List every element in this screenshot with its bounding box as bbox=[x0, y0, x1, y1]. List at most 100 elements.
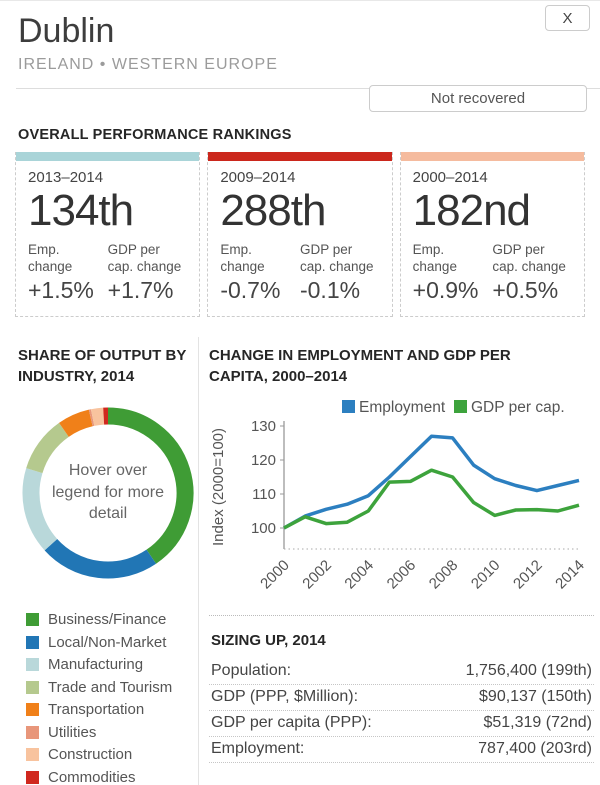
sizing-row-value: $51,319 (72nd) bbox=[483, 713, 592, 731]
x-tick-label: 2008 bbox=[426, 556, 462, 592]
emp-change-value: +0.9% bbox=[412, 276, 479, 303]
x-tick-label: 2006 bbox=[384, 556, 420, 592]
sizing-row-value: 1,756,400 (199th) bbox=[465, 661, 592, 679]
legend-label: Local/Non-Market bbox=[48, 633, 167, 651]
close-button[interactable]: X bbox=[545, 5, 590, 31]
card-period: 2013–2014 bbox=[28, 169, 104, 187]
donut-segment-4[interactable] bbox=[59, 409, 93, 437]
donut-segment-2[interactable] bbox=[22, 467, 58, 550]
sizing-row-label: Population: bbox=[211, 661, 292, 679]
industry-legend: Business/Finance Local/Non-Market Manufact… bbox=[26, 609, 198, 785]
card-period: 2009–2014 bbox=[220, 169, 296, 187]
industry-heading: SHARE OF OUTPUT BY INDUSTRY, 2014 bbox=[18, 346, 187, 385]
industry-column: SHARE OF OUTPUT BY INDUSTRY, 2014 Hover … bbox=[0, 337, 198, 785]
x-tick-label: 2014 bbox=[552, 556, 588, 592]
gdp-change-value: +1.7% bbox=[107, 276, 174, 303]
gdp-change-label: GDP per cap. change bbox=[492, 241, 566, 275]
legend-item-0[interactable]: Business/Finance bbox=[26, 609, 198, 632]
recovery-status-button[interactable]: Not recovered bbox=[369, 85, 587, 113]
donut-segment-0[interactable] bbox=[107, 407, 194, 564]
donut-segment-6[interactable] bbox=[90, 407, 105, 426]
legend-label: Commodities bbox=[48, 768, 136, 785]
donut-center-note: Hover over legend for more detail bbox=[51, 462, 165, 523]
y-axis-label: Index (2000=100) bbox=[210, 428, 227, 546]
legend-label: Manufacturing bbox=[48, 656, 144, 674]
y-tick-label: 130 bbox=[251, 418, 276, 435]
legend-item-1[interactable]: Local/Non-Market bbox=[26, 631, 198, 654]
legend-swatch-icon bbox=[26, 770, 39, 784]
legend-item-5[interactable]: Utilities bbox=[26, 721, 198, 744]
legend-item-7[interactable]: Commodities bbox=[26, 766, 198, 785]
legend-swatch-icon bbox=[26, 703, 39, 717]
card-color-bar bbox=[400, 152, 584, 162]
sizing-row-population: Population: 1,756,400 (199th) bbox=[209, 659, 594, 685]
y-tick-label: 120 bbox=[251, 452, 276, 469]
x-tick-label: 2002 bbox=[299, 556, 335, 592]
card-rank: 182nd bbox=[412, 186, 531, 236]
emp-change-value: +1.5% bbox=[28, 276, 94, 303]
ranking-cards: 2013–2014 134th Emp. change +1.5% GDP pe… bbox=[15, 152, 585, 317]
y-tick-label: 110 bbox=[252, 486, 276, 503]
legend-swatch-icon bbox=[26, 658, 39, 672]
legend-label: Transportation bbox=[48, 701, 145, 719]
employment-line-chart: 100 110 120 130 2000 2002 2004 2006 2008 2010 2012… bbox=[210, 399, 588, 592]
legend-item-4[interactable]: Transportation bbox=[26, 699, 198, 722]
status-row: Not recovered bbox=[16, 85, 600, 115]
ranking-card-2013-2014: 2013–2014 134th Emp. change +1.5% GDP pe… bbox=[15, 152, 201, 317]
sizing-heading: SIZING UP, 2014 bbox=[211, 631, 326, 649]
legend-swatch-icon bbox=[26, 725, 39, 739]
page-title: Dublin bbox=[18, 12, 115, 50]
legend-label: Business/Finance bbox=[48, 611, 167, 629]
legend-label: Trade and Tourism bbox=[48, 678, 173, 696]
card-period: 2000–2014 bbox=[412, 169, 488, 187]
donut-segment-3[interactable] bbox=[26, 422, 70, 474]
gdp-change-value: -0.1% bbox=[299, 276, 361, 303]
emp-change-label: Emp. change bbox=[220, 241, 265, 275]
sizing-row-gdp-per-capita: GDP per capita (PPP): $51,319 (72nd) bbox=[209, 711, 594, 737]
x-tick-label: 2012 bbox=[510, 556, 546, 592]
rankings-section: OVERALL PERFORMANCE RANKINGS 2013–2014 1… bbox=[0, 127, 600, 317]
legend-swatch-icon bbox=[26, 680, 39, 694]
gdp-change-label: GDP per cap. change bbox=[299, 241, 374, 275]
industry-donut-chart[interactable] bbox=[18, 403, 198, 583]
ranking-card-2000-2014: 2000–2014 182nd Emp. change +0.9% GDP pe… bbox=[399, 152, 585, 317]
legend-swatch-icon bbox=[26, 748, 39, 762]
rankings-heading: OVERALL PERFORMANCE RANKINGS bbox=[18, 127, 292, 144]
ranking-card-2009-2014: 2009–2014 288th Emp. change -0.7% GDP pe… bbox=[207, 152, 393, 317]
legend-item-3[interactable]: Trade and Tourism bbox=[26, 676, 198, 699]
legend-swatch-icon bbox=[26, 635, 39, 649]
sizing-row-value: 787,400 (203rd) bbox=[478, 739, 592, 757]
donut-segment-1[interactable] bbox=[44, 538, 157, 579]
sizing-section: SIZING UP, 2014 Population: 1,756,400 (1… bbox=[209, 614, 594, 763]
emp-change-value: -0.7% bbox=[220, 276, 281, 303]
gdp-change-value: +0.5% bbox=[492, 276, 559, 303]
legend-item-2[interactable]: Manufacturing bbox=[26, 654, 198, 677]
emp-change-label: Emp. change bbox=[412, 241, 457, 275]
sizing-row-label: GDP (PPP, $Million): bbox=[211, 687, 359, 705]
series-legend-label: Employment bbox=[359, 399, 446, 416]
legend-label: Construction bbox=[48, 746, 133, 764]
sizing-row-label: Employment: bbox=[211, 739, 305, 757]
header: Dublin IRELAND • WESTERN EUROPE bbox=[0, 1, 600, 74]
legend-label: Utilities bbox=[48, 723, 97, 741]
series-line-employment bbox=[283, 434, 580, 530]
legend-item-6[interactable]: Construction bbox=[26, 744, 198, 767]
x-tick-label: 2010 bbox=[468, 556, 504, 592]
legend-swatch-icon bbox=[26, 613, 39, 627]
gdp-change-label: GDP per cap. change bbox=[107, 241, 182, 275]
series-legend-label: GDP per cap. bbox=[471, 399, 565, 416]
sizing-row-label: GDP per capita (PPP): bbox=[211, 713, 372, 731]
employment-chart-heading: CHANGE IN EMPLOYMENT AND GDP PER CAPITA,… bbox=[209, 346, 511, 385]
content-columns: SHARE OF OUTPUT BY INDUSTRY, 2014 Hover … bbox=[0, 336, 600, 785]
card-color-bar bbox=[16, 152, 200, 162]
series-line-gdp-per-cap bbox=[283, 468, 580, 530]
employment-column: CHANGE IN EMPLOYMENT AND GDP PER CAPITA,… bbox=[198, 336, 600, 785]
sizing-row-value: $90,137 (150th) bbox=[479, 687, 592, 705]
card-color-bar bbox=[208, 152, 392, 162]
series-swatch-icon bbox=[342, 399, 355, 413]
card-rank: 288th bbox=[220, 186, 326, 236]
sizing-row-employment: Employment: 787,400 (203rd) bbox=[209, 737, 594, 763]
x-tick-label: 2000 bbox=[257, 556, 293, 592]
x-tick-label: 2004 bbox=[341, 556, 377, 592]
